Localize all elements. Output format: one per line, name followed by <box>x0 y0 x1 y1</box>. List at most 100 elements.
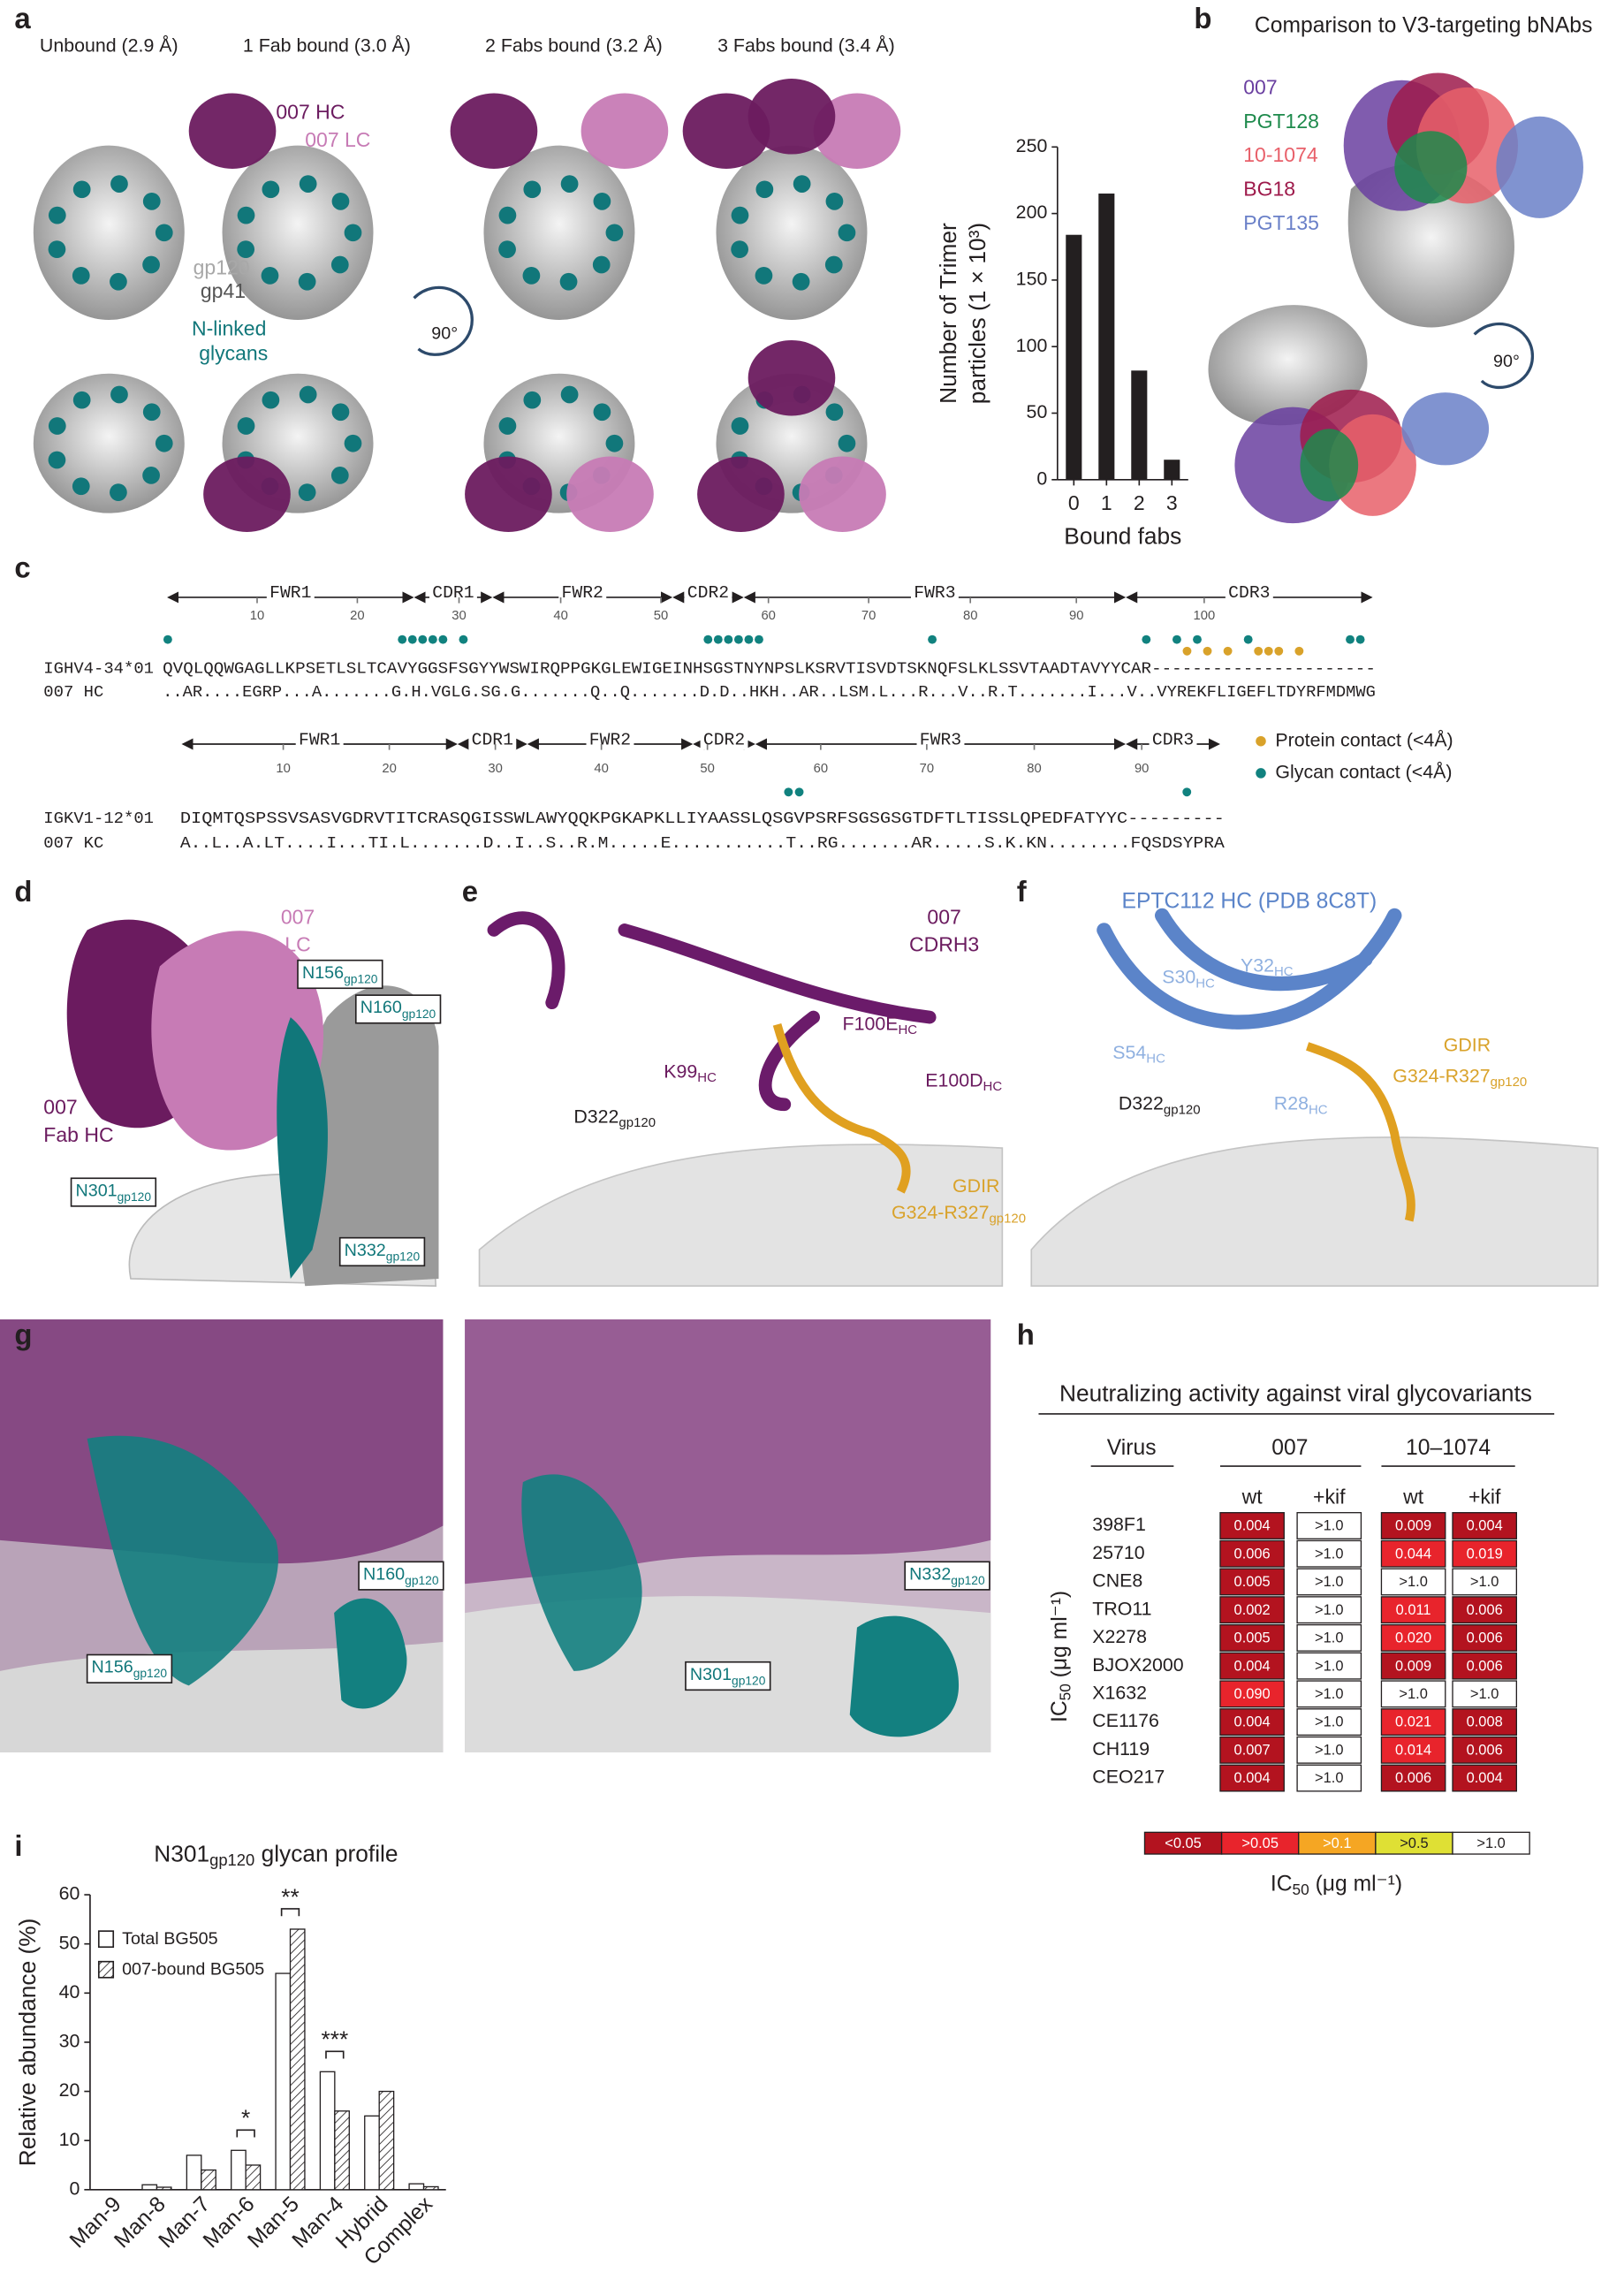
y-tick-label: 50 <box>59 1932 80 1953</box>
structure-glycan <box>731 240 748 259</box>
residue-label: Y32HC <box>1241 954 1294 979</box>
structure-glycan <box>237 240 255 259</box>
region-label-bg <box>1149 730 1197 750</box>
scale-label: >0.5 <box>1400 1835 1428 1851</box>
residue-label: E100DHC <box>925 1069 1002 1094</box>
sequence-name: 007 HC <box>43 682 103 702</box>
structure-glycan <box>298 272 316 291</box>
region-label: CDR1 <box>432 583 474 603</box>
structure-glycan <box>560 175 579 193</box>
bar <box>378 2090 395 2191</box>
scale-swatch <box>1452 1831 1530 1855</box>
cell-value: 0.090 <box>1234 1686 1271 1702</box>
significance-label: * <box>241 2105 250 2132</box>
region-label-bg <box>295 730 344 750</box>
structure-glycan <box>605 224 624 242</box>
structure-glycan <box>110 272 127 291</box>
label-sub: HC <box>1195 976 1215 991</box>
significance-bracket <box>236 2129 255 2138</box>
cell-value: 0.021 <box>1395 1714 1431 1730</box>
cell-value: >1.0 <box>1399 1686 1427 1702</box>
label-box <box>86 1653 173 1683</box>
glycan-label: N156gp120 <box>92 1658 168 1680</box>
label-sub: gp120 <box>732 1674 766 1687</box>
structure-glycan <box>838 434 856 452</box>
glycan-label: N160gp120 <box>363 1565 439 1587</box>
panel-letter: a <box>14 2 31 34</box>
ribbon-gp120-f <box>1030 1136 1599 1288</box>
label-box <box>297 959 383 990</box>
contact-dot <box>459 635 468 644</box>
structure-fab <box>581 93 669 169</box>
residue-number: 20 <box>382 762 396 776</box>
legend-label: PGT135 <box>1243 211 1319 234</box>
glycan-label: N301gp120 <box>690 1665 766 1687</box>
structure-glycan <box>344 224 362 242</box>
significance-label: ** <box>281 1883 299 1910</box>
cell-value: 0.002 <box>1234 1602 1271 1618</box>
label-main: N332 <box>909 1565 951 1585</box>
structure-glycan <box>299 175 317 193</box>
cell-value: 0.014 <box>1395 1742 1431 1758</box>
label-main: Y32 <box>1241 954 1274 976</box>
bar <box>201 2169 216 2191</box>
panel-letter: f <box>1017 875 1028 908</box>
rotation-label: 90° <box>431 324 458 344</box>
column-header: 10–1074 <box>1406 1436 1491 1460</box>
cell-value: >1.0 <box>1470 1686 1499 1702</box>
label-rest: (μg ml⁻¹) <box>1309 1872 1402 1896</box>
label: GDIR <box>1444 1035 1491 1056</box>
legend-label: Total BG505 <box>122 1929 218 1949</box>
structure-surface <box>33 145 185 320</box>
label-sub: 50 <box>1293 1881 1309 1898</box>
region-label: CDR3 <box>1228 583 1270 603</box>
cell-value: 0.006 <box>1467 1658 1503 1674</box>
region-label: FWR3 <box>914 583 955 603</box>
cell-value: 0.006 <box>1234 1546 1271 1562</box>
sequence: QVQLQQWGAGLLKPSETLSLTCAVYGGSFSGYYWSWIRQP… <box>163 659 1376 679</box>
sequence: ..AR....EGRP...A.......G.H.VGLG.SG.G....… <box>163 682 1376 702</box>
structure-glycan <box>523 391 542 409</box>
cell-value: 0.004 <box>1234 1518 1271 1534</box>
label-main: N160 <box>360 998 402 1017</box>
antibody-surface <box>1329 414 1416 516</box>
label-sub: gp120 <box>386 1250 421 1263</box>
glycan-label: N332gp120 <box>345 1241 421 1263</box>
contact-dot <box>1203 646 1212 656</box>
region-label-bg <box>684 583 732 604</box>
density-glycan-left <box>87 1435 278 1686</box>
column-header: Virus <box>1107 1436 1157 1460</box>
heatmap-cell <box>1452 1736 1518 1764</box>
sequence-name: IGHV4-34*01 <box>43 659 154 679</box>
structure-surface <box>716 145 868 320</box>
panel-letter: h <box>1017 1318 1035 1350</box>
structure-glycan <box>593 192 611 210</box>
x-tick-label: 0 <box>1068 491 1080 514</box>
structure-glycan <box>142 403 161 422</box>
row-label: CEO217 <box>1092 1767 1165 1788</box>
structure-glycan <box>498 417 517 435</box>
y-tick-label: 150 <box>1016 269 1048 290</box>
contact-dot <box>1142 635 1151 644</box>
structure-glycan <box>559 272 578 291</box>
contact-dot <box>703 635 713 644</box>
rotation-arrow <box>413 285 474 356</box>
heatmap-cell <box>1380 1708 1446 1737</box>
label-sub: HC <box>1146 1052 1165 1067</box>
label-rest: (μg ml⁻¹) <box>1048 1591 1072 1683</box>
label-sub: gp120 <box>405 1574 439 1587</box>
heatmap-cell <box>1219 1652 1285 1680</box>
heatmap-cell <box>1452 1764 1518 1792</box>
label: CDRH3 <box>909 933 979 956</box>
cell-value: 0.020 <box>1395 1630 1431 1646</box>
region-label: CDR1 <box>472 730 513 749</box>
heatmap-cell <box>1296 1764 1362 1792</box>
region-label: FWR2 <box>562 583 603 603</box>
label-sub: gp120 <box>344 972 378 985</box>
structure-glycan <box>523 180 542 199</box>
cell-value: 0.004 <box>1234 1714 1271 1730</box>
contact-dot <box>1223 646 1233 656</box>
label-main: IC <box>1271 1872 1293 1896</box>
y-tick-label: 60 <box>59 1883 80 1904</box>
